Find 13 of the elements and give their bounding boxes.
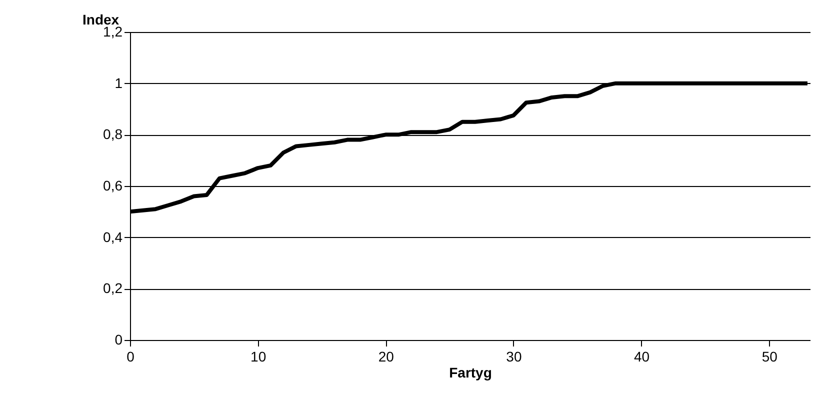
y-tick-label: 0,8 <box>103 126 123 142</box>
x-tick-label: 30 <box>506 348 522 364</box>
y-tick-label: 1 <box>114 74 123 91</box>
x-tick-label: 10 <box>250 348 266 364</box>
x-tick-label: 0 <box>126 348 135 364</box>
x-tick-label: 40 <box>634 348 650 364</box>
y-tick-label: 0,6 <box>103 178 123 194</box>
x-tick-label: 20 <box>378 348 394 364</box>
y-tick-label: 0,2 <box>103 280 123 296</box>
x-tick-label: 50 <box>762 348 778 364</box>
x-axis-title: Fartyg <box>449 364 492 380</box>
y-tick-label: 0 <box>114 332 123 348</box>
y-tick-label: 0,4 <box>103 228 123 245</box>
